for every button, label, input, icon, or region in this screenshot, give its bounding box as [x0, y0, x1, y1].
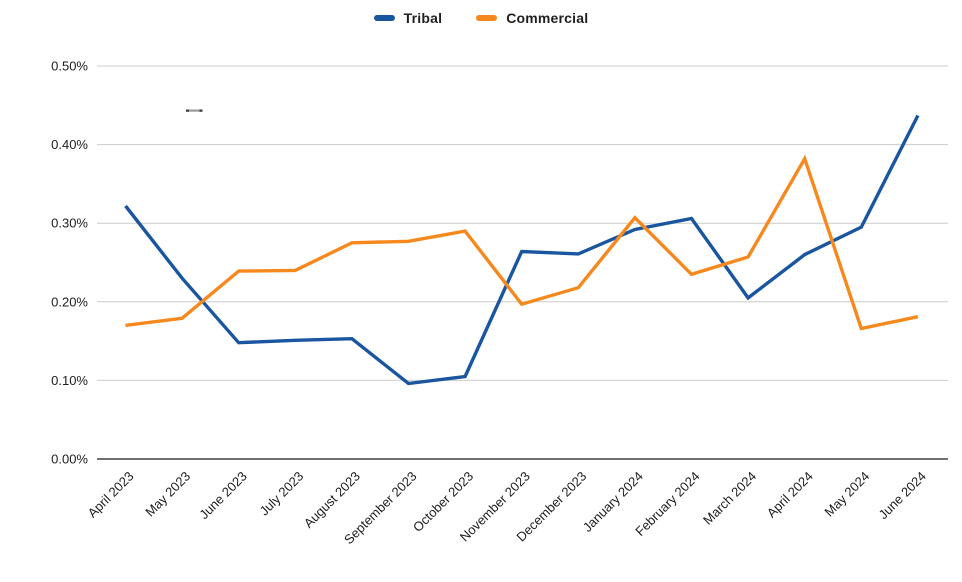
legend-item-commercial: Commercial	[476, 10, 588, 26]
series-line-tribal	[124, 114, 920, 386]
legend-swatch-commercial	[476, 15, 498, 21]
x-tick-label: June 2024	[875, 469, 929, 523]
y-tick-label: 0.30%	[51, 216, 88, 231]
x-tick-label: June 2023	[196, 469, 250, 523]
y-tick-label: 0.20%	[51, 294, 88, 309]
x-tick-label: August 2023	[301, 469, 363, 531]
y-tick-label: 0.50%	[51, 59, 88, 74]
x-tick-label: May 2024	[821, 469, 872, 520]
y-tick-label: 0.00%	[51, 452, 88, 467]
stray-dash-artifact-end	[199, 109, 203, 112]
x-tick-label: April 2024	[764, 469, 816, 521]
x-tick-label: July 2023	[256, 469, 306, 519]
chart-legend: Tribal Commercial	[0, 10, 962, 26]
series-line-commercial	[125, 154, 919, 331]
stray-dash-artifact	[186, 109, 203, 112]
y-tick-label: 0.10%	[51, 373, 88, 388]
x-tick-label: May 2023	[142, 469, 193, 520]
y-tick-label: 0.40%	[51, 137, 88, 152]
legend-swatch-tribal	[373, 15, 395, 21]
legend-label: Commercial	[506, 10, 589, 26]
x-tick-label: April 2023	[85, 469, 137, 521]
x-tick-label: March 2024	[700, 469, 759, 528]
legend-label: Tribal	[403, 10, 443, 26]
stray-dash-artifact-end	[186, 109, 189, 112]
legend-item-tribal: Tribal	[373, 10, 443, 26]
